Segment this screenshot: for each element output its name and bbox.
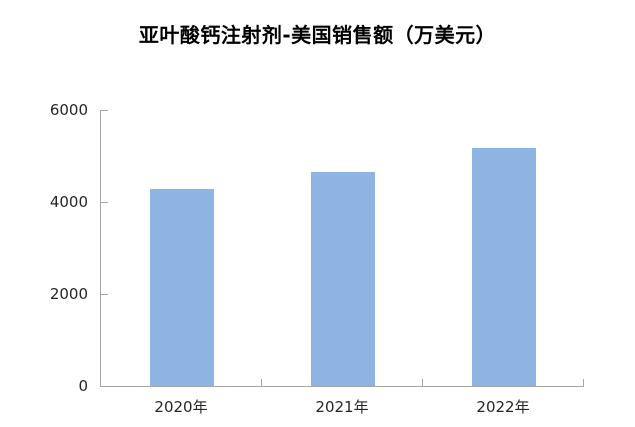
chart-title: 亚叶酸钙注射剂-美国销售额（万美元） [138, 23, 497, 47]
x-tick-3 [583, 379, 584, 386]
bar-2021年 [310, 172, 375, 386]
y-axis-label-2000: 2000 [49, 285, 88, 303]
x-axis-label-2022年: 2022年 [476, 398, 530, 416]
y-axis-label-4000: 4000 [49, 193, 88, 211]
y-tick-4000 [101, 202, 108, 203]
y-tick-6000 [101, 110, 108, 111]
x-tick-2 [422, 379, 423, 386]
y-axis-label-6000: 6000 [49, 101, 88, 119]
bar-2022年 [471, 148, 536, 386]
x-axis-label-2021年: 2021年 [315, 398, 369, 416]
y-axis-label-0: 0 [78, 377, 88, 395]
bar-2020年 [149, 189, 214, 386]
y-tick-2000 [101, 294, 108, 295]
x-tick-1 [261, 379, 262, 386]
plot-area [100, 110, 584, 387]
x-axis-label-2020年: 2020年 [154, 398, 208, 416]
